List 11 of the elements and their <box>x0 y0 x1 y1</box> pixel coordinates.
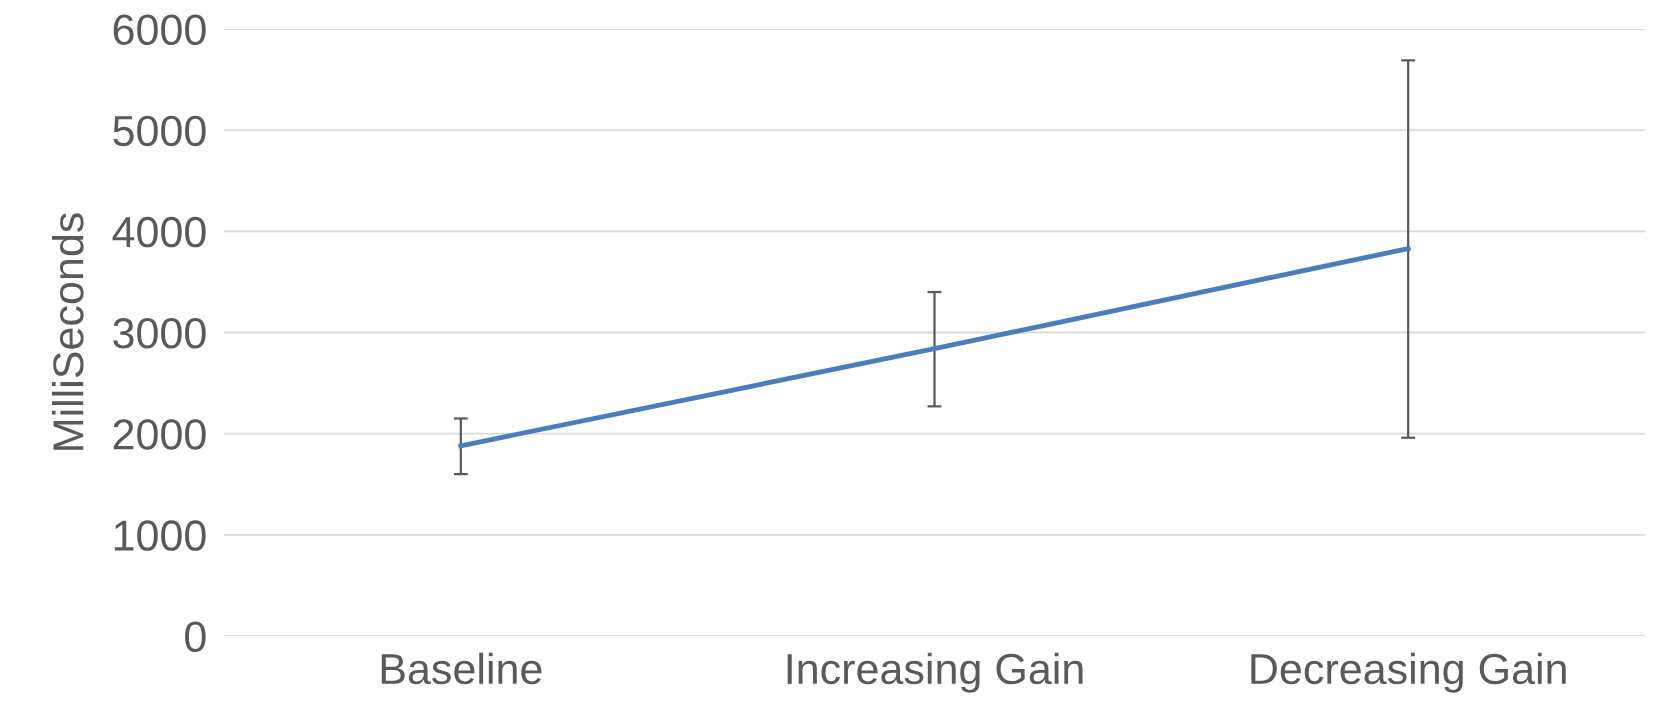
y-tick-label: 6000 <box>113 14 206 46</box>
y-tick-label: 0 <box>185 621 206 653</box>
y-tick-label: 1000 <box>114 520 206 551</box>
y-tick-label: 3000 <box>113 318 206 349</box>
y-tick-label: 5000 <box>113 115 206 147</box>
x-tick-label: Decreasing Gain <box>1251 652 1566 693</box>
x-tick-label: Baseline <box>381 652 542 685</box>
y-tick-label: 4000 <box>112 216 206 248</box>
y-axis-title: MilliSeconds <box>51 213 84 450</box>
y-tick-label: 2000 <box>113 419 206 450</box>
x-tick-label: Increasing Gain <box>787 652 1083 693</box>
